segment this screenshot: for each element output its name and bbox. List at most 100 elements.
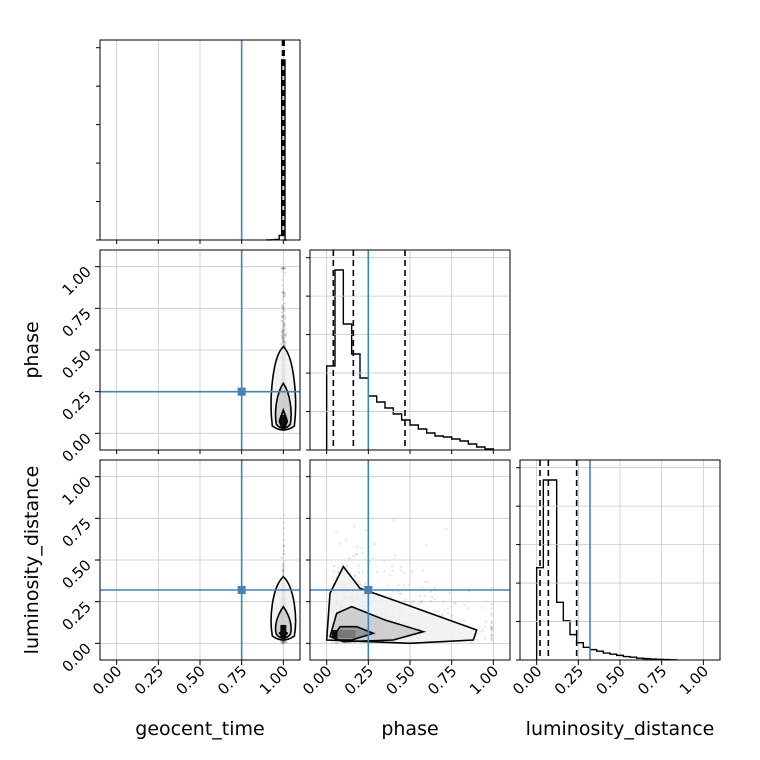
sample-point xyxy=(279,641,283,644)
sample-point xyxy=(281,291,284,294)
sample-point xyxy=(281,334,284,337)
sample-point xyxy=(282,640,285,643)
sample-point xyxy=(420,600,423,603)
sample-point xyxy=(281,562,284,566)
sample-point xyxy=(360,546,363,550)
sample-point xyxy=(446,611,450,614)
sample-point xyxy=(450,614,454,617)
sample-point xyxy=(489,625,492,629)
sample-point xyxy=(425,544,428,547)
sample-point xyxy=(282,563,285,566)
sample-point xyxy=(282,290,286,294)
xtick-label-phase: 0.00 xyxy=(299,662,335,698)
sample-point xyxy=(282,334,285,337)
sample-point xyxy=(358,580,361,583)
contour-2 xyxy=(278,624,288,638)
sample-point xyxy=(484,620,487,623)
sample-point xyxy=(282,324,285,327)
xaxis-label-luminosity_distance: luminosity_distance xyxy=(526,718,715,740)
contour-0 xyxy=(325,565,478,645)
sample-point xyxy=(282,532,285,536)
sample-point xyxy=(281,337,284,340)
sample-point xyxy=(490,627,493,631)
sample-point xyxy=(282,321,285,324)
sample-point xyxy=(335,531,338,534)
contour-0 xyxy=(270,575,297,641)
xtick-label-geocent_time: 1.00 xyxy=(256,662,292,698)
sample-point xyxy=(332,564,336,568)
sample-point xyxy=(283,267,286,270)
sample-point xyxy=(484,625,487,628)
xtick-label-geocent_time: 0.50 xyxy=(172,662,208,698)
sample-point xyxy=(284,327,287,331)
sample-point xyxy=(490,612,493,615)
sample-point xyxy=(281,335,284,338)
sample-point xyxy=(281,329,284,333)
sample-point xyxy=(335,642,338,645)
sample-point xyxy=(331,641,334,645)
ytick-label-phase: 0.00 xyxy=(58,429,94,465)
sample-point xyxy=(479,630,482,633)
sample-point xyxy=(281,298,284,302)
contour-1 xyxy=(329,605,427,643)
sample-point xyxy=(411,570,414,573)
sample-point xyxy=(281,330,284,333)
sample-point xyxy=(373,543,377,546)
sample-point xyxy=(490,626,493,629)
ytick-label-luminosity_distance: 1.00 xyxy=(58,473,94,509)
sample-point xyxy=(282,339,286,342)
sample-point xyxy=(399,565,402,568)
sample-point xyxy=(357,571,361,574)
sample-point xyxy=(281,570,284,573)
sample-point xyxy=(280,304,284,307)
sample-point xyxy=(361,551,364,554)
sample-point xyxy=(281,340,285,343)
sample-point xyxy=(280,311,283,314)
sample-point xyxy=(399,569,402,572)
sample-point xyxy=(283,293,286,296)
sample-point xyxy=(390,565,394,568)
sample-point xyxy=(412,599,415,602)
scatter-panel-phase-luminosity_distance xyxy=(310,460,510,660)
hist-panel-luminosity_distance xyxy=(516,460,720,661)
sample-point xyxy=(490,633,493,636)
sample-point xyxy=(281,565,285,569)
sample-point xyxy=(281,642,285,645)
hist-panel-geocent_time xyxy=(96,40,300,241)
sample-point xyxy=(337,570,340,574)
yaxis-label-phase: phase xyxy=(21,321,43,378)
sample-point xyxy=(281,329,285,332)
sample-point xyxy=(284,341,287,344)
sample-point xyxy=(280,556,284,560)
sample-point xyxy=(284,641,287,644)
xtick-label-luminosity_distance: 1.00 xyxy=(676,662,712,698)
sample-point xyxy=(282,337,285,340)
sample-point xyxy=(490,634,493,638)
sample-point xyxy=(490,630,493,633)
xtick-label-luminosity_distance: 0.50 xyxy=(592,662,628,698)
sample-point xyxy=(282,571,285,574)
sample-point xyxy=(352,554,355,557)
sample-point xyxy=(475,638,478,641)
sample-point xyxy=(283,324,286,327)
sample-point xyxy=(490,625,493,628)
sample-point xyxy=(282,342,286,345)
sample-point xyxy=(281,306,284,309)
sample-point xyxy=(285,332,288,335)
sample-point xyxy=(490,639,493,642)
sample-point xyxy=(282,334,286,337)
sample-point xyxy=(418,594,422,598)
contour-1 xyxy=(274,605,292,640)
contour-2 xyxy=(332,625,376,641)
sample-point xyxy=(280,640,283,643)
sample-point xyxy=(282,306,285,309)
sample-point xyxy=(490,636,493,640)
sample-point xyxy=(490,628,493,631)
sample-point xyxy=(398,592,401,595)
sample-point xyxy=(281,323,284,326)
sample-point xyxy=(282,325,286,328)
sample-point xyxy=(281,267,284,270)
sample-point xyxy=(282,267,285,270)
sample-point xyxy=(281,641,285,645)
sample-point xyxy=(490,634,493,637)
